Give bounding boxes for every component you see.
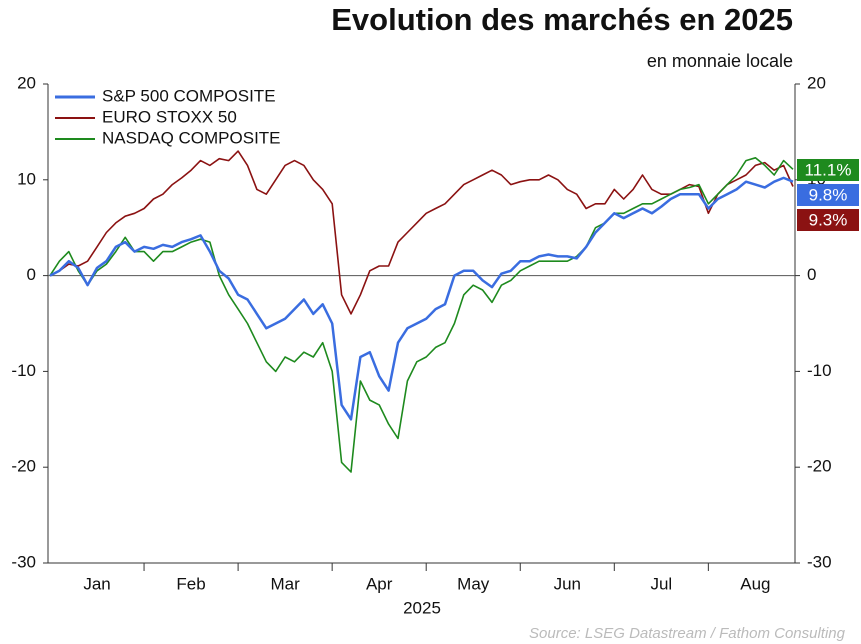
y-tick-label: 10	[17, 169, 36, 188]
chart-title: Evolution des marchés en 2025	[331, 2, 793, 37]
chart-subtitle: en monnaie locale	[647, 51, 793, 71]
x-tick-label: Jun	[554, 574, 581, 593]
y-tick-label: 20	[17, 73, 36, 92]
line-series	[49, 176, 794, 421]
y-tick-label: -20	[11, 457, 36, 476]
legend-label: EURO STOXX 50	[102, 107, 237, 126]
x-axis-label: 2025	[403, 598, 441, 617]
end-label-box	[797, 209, 859, 231]
end-label-box	[797, 159, 859, 181]
line-series	[49, 150, 794, 315]
line-series	[49, 157, 794, 473]
x-tick-label: Jan	[83, 574, 110, 593]
y-tick-label: 0	[27, 265, 36, 284]
source: Source: LSEG Datastream / Fathom Consult…	[529, 625, 846, 642]
y2-tick-label: -10	[807, 361, 832, 380]
end-label: 9.8%	[809, 185, 848, 204]
y2-tick-label: -30	[807, 552, 832, 571]
x-tick-label: May	[457, 574, 490, 593]
x-tick-label: Jul	[650, 574, 672, 593]
y-tick-label: -10	[11, 361, 36, 380]
x-tick-label: Apr	[366, 574, 393, 593]
end-label: 9.3%	[809, 210, 848, 229]
x-tick-label: Aug	[740, 574, 770, 593]
y2-tick-label: -20	[807, 457, 832, 476]
end-label: 11.1%	[805, 160, 852, 179]
legend-label: S&P 500 COMPOSITE	[102, 86, 276, 105]
x-tick-label: Mar	[270, 574, 300, 593]
y-tick-label: -30	[11, 552, 36, 571]
y2-tick-label: 20	[807, 73, 826, 92]
legend-label: NASDAQ COMPOSITE	[102, 128, 281, 147]
y2-tick-label: 0	[807, 265, 816, 284]
end-label-box	[797, 184, 859, 206]
x-tick-label: Feb	[176, 574, 205, 593]
